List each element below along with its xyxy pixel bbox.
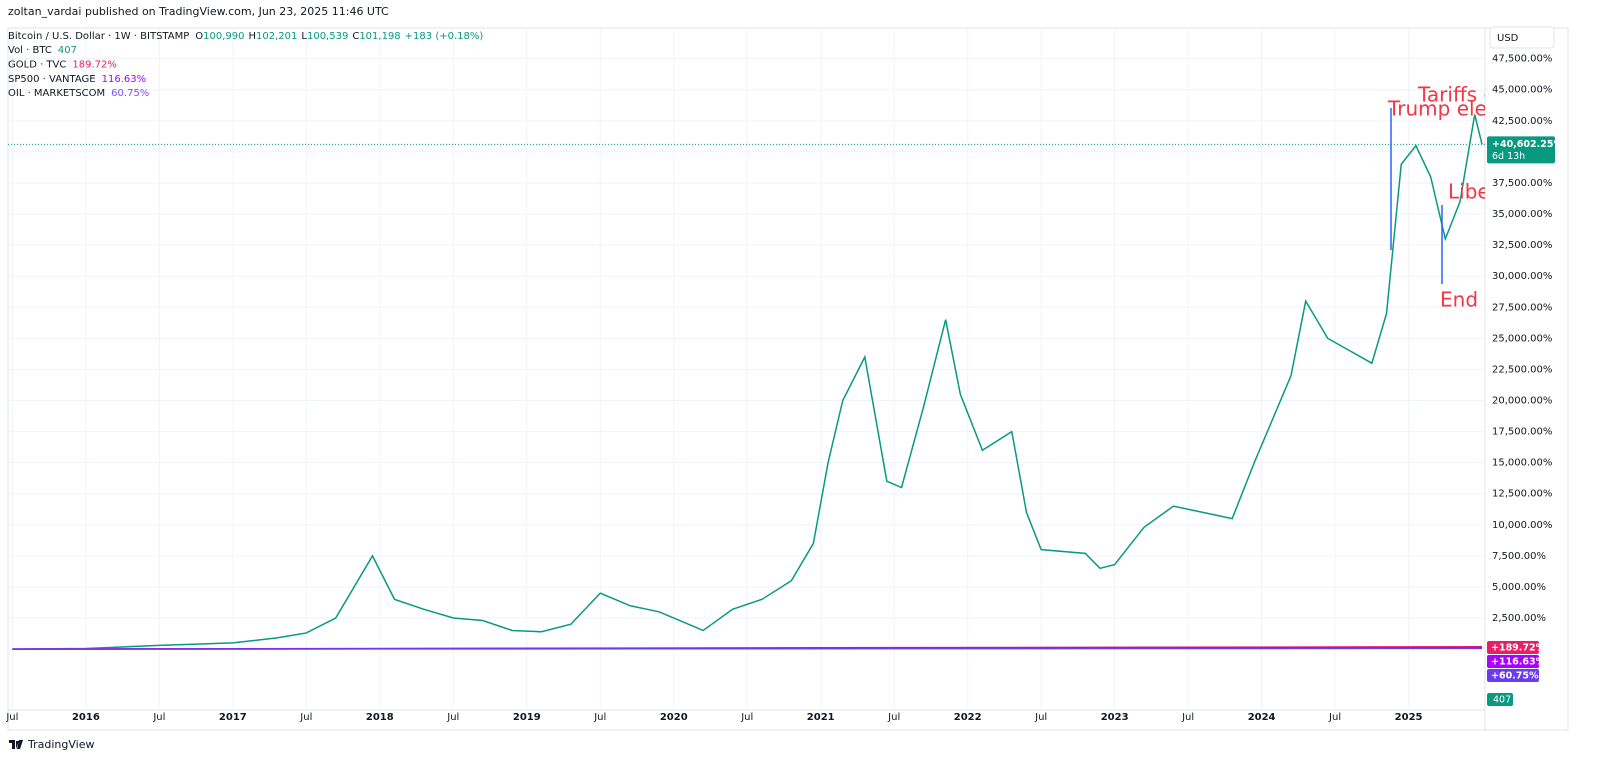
x-tick-label: Jul [446, 712, 459, 723]
x-tick-label: Jul [5, 712, 18, 723]
y-tick-label: 30,000.00% [1492, 271, 1552, 282]
overlay-line [12, 647, 1483, 650]
x-tick-label: 2025 [1395, 712, 1423, 723]
indicator-value: 60.75% [111, 88, 149, 99]
y-tick-label: 20,000.00% [1492, 395, 1552, 406]
y-tick-label: 32,500.00% [1492, 240, 1552, 251]
annotation: Tariffs - [1417, 83, 1491, 107]
x-tick-label: 2016 [72, 712, 100, 723]
overlay-tag [1487, 655, 1539, 668]
price-line [12, 114, 1483, 650]
y-tick-label: 22,500.00% [1492, 364, 1552, 375]
indicator-name: GOLD · TVC [8, 59, 66, 70]
last-price-label: +40,602.25% [1492, 139, 1563, 150]
x-tick-label: Jul [740, 712, 753, 723]
y-tick-label: 45,000.00% [1492, 85, 1552, 96]
x-tick-label: 2020 [660, 712, 688, 723]
x-tick-label: 2019 [513, 712, 541, 723]
x-tick-label: Jul [1328, 712, 1341, 723]
y-tick-label: 25,000.00% [1492, 333, 1552, 344]
ohlc-value: 102,201 [256, 31, 297, 42]
ohlc-label: O [195, 31, 203, 42]
overlay-tag [1487, 669, 1539, 682]
overlay-tag [1487, 641, 1539, 654]
y-tick-label: 47,500.00% [1492, 54, 1552, 65]
frame [7, 27, 1569, 731]
ohlc-label: H [249, 31, 257, 42]
x-tick-label: Jul [1034, 712, 1047, 723]
x-tick-label: 2017 [219, 712, 247, 723]
y-tick-label: 12,500.00% [1492, 489, 1552, 500]
brand: TradingView [9, 738, 94, 751]
x-tick-label: 2023 [1101, 712, 1129, 723]
x-tick-label: 2024 [1248, 712, 1276, 723]
y-tick-label: 15,000.00% [1492, 458, 1552, 469]
y-tick-label: 2,500.00% [1492, 613, 1546, 624]
indicator-value: 407 [58, 45, 77, 56]
indicator-value: 116.63% [102, 74, 147, 85]
annotation: End o [1440, 288, 1497, 312]
y-tick-label: 5,000.00% [1492, 582, 1546, 593]
x-tick-label: Jul [152, 712, 165, 723]
symbol: Bitcoin / U.S. Dollar · 1W · BITSTAMP [8, 31, 189, 42]
usd-button[interactable]: USD [1489, 26, 1555, 49]
last-price-tag [1487, 136, 1555, 164]
annotation: Trump elec [1387, 97, 1498, 121]
x-tick-label: 2018 [366, 712, 394, 723]
currency[interactable]: USD [1497, 33, 1519, 44]
overlay-tag-label: +60.75% [1491, 671, 1539, 682]
y-tick-label: 17,500.00% [1492, 427, 1552, 438]
ohlc-value: 100,539 [307, 31, 348, 42]
y-tick-label: 27,500.00% [1492, 302, 1552, 313]
countdown: 6d 13h [1492, 151, 1525, 162]
change: +183 (+0.18%) [405, 31, 484, 42]
annotation: Libe [1448, 180, 1490, 204]
x-tick-label: Jul [593, 712, 606, 723]
x-tick-label: 2021 [807, 712, 835, 723]
x-tick-label: 2022 [954, 712, 982, 723]
overlay-tag-label: +116.63% [1491, 657, 1546, 668]
publisher: zoltan_vardai published on TradingView.c… [8, 5, 389, 18]
indicator-name: OIL · MARKETSCOM [8, 88, 105, 99]
y-tick-label: 7,500.00% [1492, 551, 1546, 562]
ohlc-label: L [301, 31, 307, 42]
y-tick-label: 35,000.00% [1492, 209, 1552, 220]
indicator-name: Vol · BTC [8, 45, 52, 56]
x-tick-label: Jul [887, 712, 900, 723]
y-tick-label: 42,500.00% [1492, 116, 1552, 127]
volume-tag-label: 407 [1493, 695, 1511, 706]
indicator-value: 189.72% [72, 59, 117, 70]
x-tick-label: Jul [1181, 712, 1194, 723]
brand-name: TradingView [27, 738, 94, 751]
x-tick-label: Jul [299, 712, 312, 723]
ohlc-value: 100,990 [203, 31, 244, 42]
overlay-tag-label: +189.72% [1491, 643, 1546, 654]
y-tick-label: 10,000.00% [1492, 520, 1552, 531]
y-tick-label: 37,500.00% [1492, 178, 1552, 189]
volume-tag [1487, 693, 1513, 706]
ohlc-label: C [352, 31, 359, 42]
indicator-name: SP500 · VANTAGE [8, 74, 96, 85]
ohlc-value: 101,198 [359, 31, 400, 42]
